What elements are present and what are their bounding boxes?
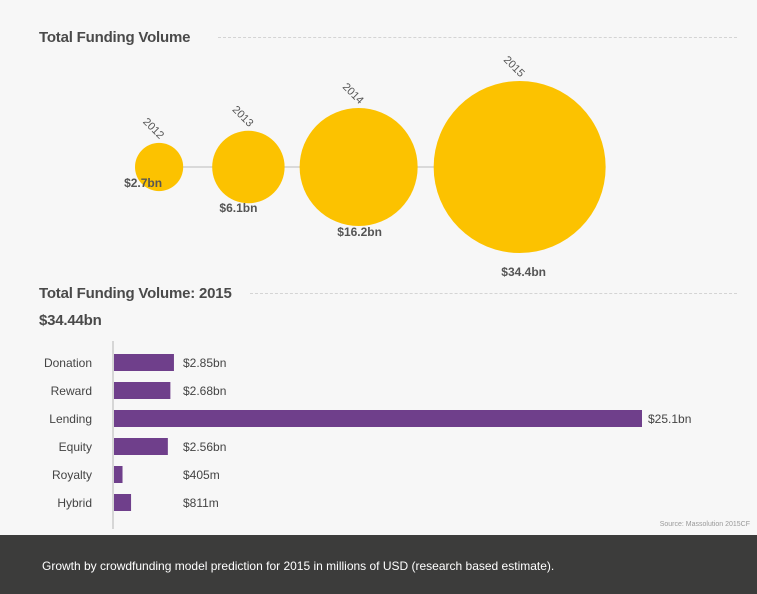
title-divider [218, 37, 737, 38]
bar-value-label: $2.85bn [183, 356, 226, 370]
category-label: Reward [51, 384, 92, 398]
bar-equity [114, 438, 168, 455]
bubble-value-label: $34.4bn [501, 265, 546, 279]
title-divider [250, 293, 737, 294]
bubble-year-label: 2013 [230, 104, 256, 130]
bar-donation [114, 354, 174, 371]
caption-text: Growth by crowdfunding model prediction … [42, 559, 555, 573]
bar-royalty [114, 466, 123, 483]
bar-value-label: $2.56bn [183, 440, 226, 454]
category-label: Hybrid [57, 496, 92, 510]
category-label: Lending [49, 412, 92, 426]
bubble-2012 [135, 142, 184, 192]
bubble-year-label: 2012 [140, 116, 166, 142]
bubble-year-label: 2015 [501, 54, 527, 80]
bubble-2014 [299, 107, 418, 227]
category-label: Donation [44, 356, 92, 370]
category-label: Equity [59, 440, 92, 454]
bubble-value-label: $6.1bn [219, 201, 257, 215]
caption-bar: Growth by crowdfunding model prediction … [0, 535, 757, 594]
bar-value-label: $25.1bn [648, 412, 691, 426]
source-note: Source: Massolution 2015CF [659, 521, 750, 528]
bar-reward [114, 382, 171, 399]
bubble-year-label: 2014 [340, 81, 366, 107]
category-label: Royalty [52, 468, 92, 482]
bar-value-label: $405m [183, 468, 220, 482]
bar-hybrid [114, 494, 132, 511]
bar-value-label: $811m [183, 496, 219, 510]
bubble-value-label: $2.7bn [124, 176, 162, 190]
bubble-2015 [433, 81, 606, 253]
bar-chart-total: $34.44bn [39, 312, 102, 329]
bubble-chart-title: Total Funding Volume [39, 29, 191, 46]
bar-lending [114, 410, 642, 427]
bubble-value-label: $16.2bn [337, 225, 382, 239]
bar-chart-title: Total Funding Volume: 2015 [39, 285, 232, 302]
bubble-2013 [212, 130, 285, 204]
bar-value-label: $2.68bn [183, 384, 226, 398]
chart-canvas: 2012 $2.7bn 2013 $6.1bn 2014 $16.2bn 2015 $34.4… [44, 54, 691, 529]
